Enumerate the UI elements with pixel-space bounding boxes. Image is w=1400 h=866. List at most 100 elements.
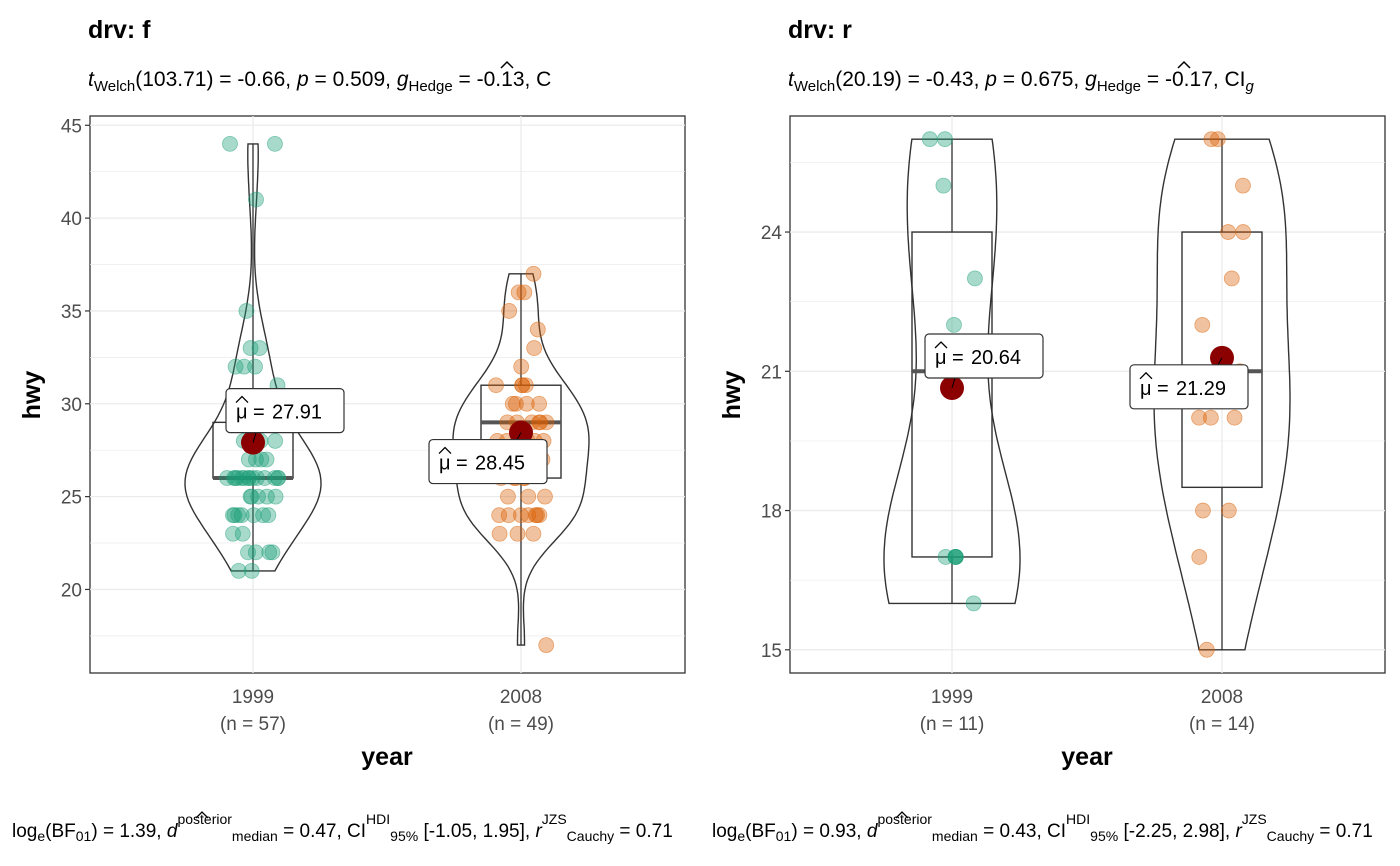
data-point <box>242 340 259 356</box>
caption-ci-value: [-2.25, 2.98], <box>1118 821 1230 842</box>
subtitle-df: (20.19) = -0.43, <box>835 68 979 91</box>
data-point <box>509 525 526 542</box>
data-point <box>538 414 555 431</box>
y-tick-label: 20 <box>61 580 82 601</box>
data-point <box>520 488 537 505</box>
caption-d-sub: median <box>932 828 978 844</box>
data-point <box>248 191 264 208</box>
data-point <box>259 488 275 505</box>
subtitle-stat-sub: Welch <box>94 78 135 95</box>
data-point <box>243 562 260 579</box>
x-axis-title: year <box>361 743 413 771</box>
mean-label-value: 28.45 <box>475 453 525 475</box>
mean-label-equals: = <box>253 402 265 424</box>
mean-label-equals: = <box>952 347 964 369</box>
data-point <box>513 358 530 375</box>
caption-d-sub: median <box>232 828 278 844</box>
y-tick-label: 24 <box>761 223 783 244</box>
mean-label-box <box>1129 364 1249 410</box>
box-iqr <box>911 231 993 558</box>
data-point <box>537 488 553 505</box>
plot-border <box>789 115 1386 674</box>
caption-d-sup: posterior <box>877 811 932 827</box>
data-point <box>965 595 982 612</box>
subtitle-stat: t <box>788 68 795 91</box>
caption-d-symbol: d <box>167 821 179 842</box>
mean-label-equals: = <box>456 453 468 475</box>
data-point <box>240 470 257 486</box>
hat-icon <box>500 60 514 69</box>
caption-r-sup: JZS <box>1242 811 1267 827</box>
data-point <box>1220 224 1237 240</box>
caption-r-value: = 0.71 <box>614 821 673 842</box>
data-point <box>529 507 545 524</box>
y-tick-label: 35 <box>61 302 82 323</box>
data-point <box>937 549 954 565</box>
data-point <box>501 303 518 319</box>
caption-bf-sub2: 01 <box>776 828 792 844</box>
caption-ci-sub: 95% <box>1090 828 1118 844</box>
caption-r-sub: Cauchy <box>1267 828 1314 844</box>
plot-area: μ = 27.91μ = 28.45 <box>184 135 590 654</box>
caption-bf-value: ) = 1.39, <box>91 821 161 842</box>
subtitle-es-sub: Hedge <box>1097 78 1141 95</box>
subtitle-es-value: = -0.17, CI <box>1141 68 1245 91</box>
data-point <box>1235 177 1251 194</box>
data-point <box>529 321 546 338</box>
panel-title: drv: f <box>88 16 151 44</box>
data-point <box>1198 641 1215 658</box>
subtitle-df: (103.71) = -0.66, <box>135 68 291 91</box>
data-point <box>1191 409 1207 426</box>
data-point <box>227 358 244 375</box>
caption-d-symbol: d <box>867 821 879 842</box>
data-point <box>935 177 952 194</box>
data-point <box>514 377 531 394</box>
data-point <box>245 507 262 524</box>
mean-label-mu: μ <box>935 347 947 369</box>
data-point <box>491 507 508 524</box>
y-tick-label: 45 <box>61 116 82 137</box>
panel-drv-f: drv: f tWelch(103.71) = -0.66, p = 0.509… <box>12 16 686 844</box>
caption-r-symbol: r <box>1235 821 1242 842</box>
data-point <box>500 488 516 505</box>
y-axis-title: hwy <box>718 371 746 420</box>
caption-ci-value: [-1.05, 1.95], <box>418 821 530 842</box>
x-tick-label: 1999 <box>931 687 973 708</box>
svg-text:tWelch(103.71) = -0.66, p = 0.: tWelch(103.71) = -0.66, p = 0.509, gHedg… <box>88 68 551 95</box>
data-point <box>921 131 938 148</box>
data-point <box>1203 131 1220 148</box>
plot-area: μ = 20.64μ = 21.29 <box>883 131 1291 658</box>
caption-r-symbol: r <box>535 821 542 842</box>
y-tick-label: 18 <box>761 502 782 523</box>
y-axis: 15 18 21 24 <box>761 223 790 662</box>
subtitle-p-label: p <box>984 68 997 91</box>
subtitle-stat-sub: Welch <box>794 78 835 95</box>
caption-d-sup: posterior <box>177 811 232 827</box>
y-tick-label: 15 <box>761 641 782 662</box>
data-point <box>937 131 953 148</box>
plot-border <box>89 115 686 674</box>
data-point <box>516 284 533 301</box>
subtitle-es-symbol: g <box>397 68 409 91</box>
data-point <box>1235 224 1252 240</box>
subtitle-p-label: p <box>296 68 309 91</box>
panel-drv-r: drv: r tWelch(20.19) = -0.43, p = 0.675,… <box>712 16 1386 844</box>
mean-label-connector <box>951 377 956 389</box>
violin-outline <box>452 273 590 646</box>
data-point <box>488 377 504 394</box>
hat-icon <box>895 811 909 819</box>
violin-outline <box>1153 138 1291 651</box>
mean-label-box <box>924 333 1044 379</box>
data-point <box>229 470 246 486</box>
subtitle-es-value: = -0.13, C <box>453 68 552 91</box>
data-point <box>222 135 238 152</box>
caption-bf-rest: (BF <box>745 821 776 842</box>
x-tick-label: 1999 <box>232 687 274 708</box>
box-iqr <box>1181 231 1263 489</box>
mean-label-connector <box>516 432 522 440</box>
subtitle-stat: t <box>88 68 95 91</box>
data-point <box>253 451 270 468</box>
data-point <box>531 414 548 431</box>
data-point <box>267 135 283 152</box>
subtitle-p-value: = 0.509, <box>309 68 391 91</box>
